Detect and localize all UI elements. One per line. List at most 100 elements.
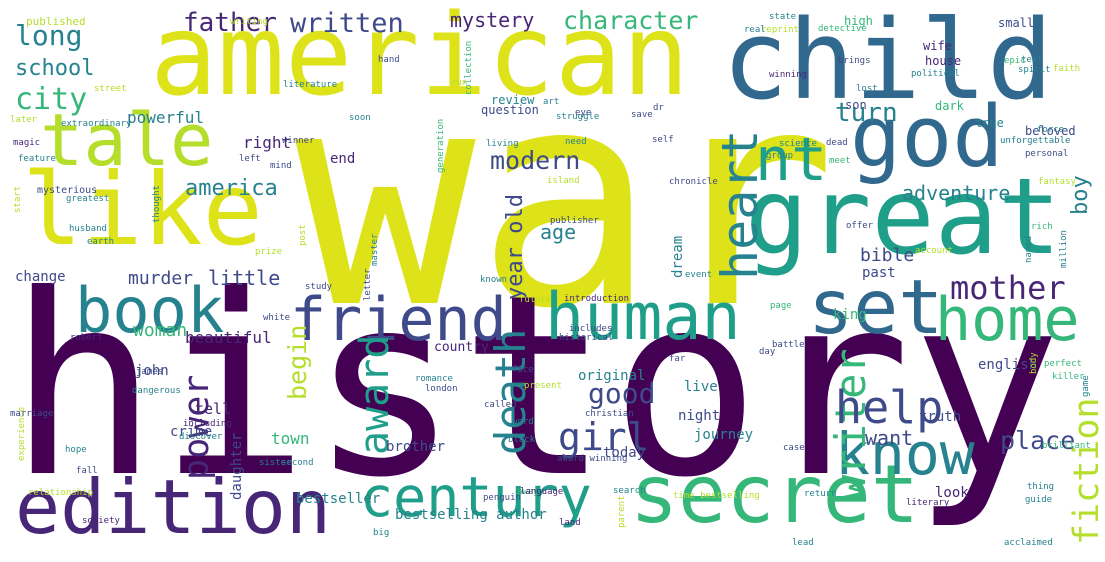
word-chronicle: chronicle — [669, 177, 718, 187]
word-account: account — [915, 246, 953, 256]
word-book: book — [75, 274, 225, 347]
word-fiction: fiction — [1067, 397, 1105, 545]
word-bible: bible — [860, 245, 915, 266]
word-post: post — [298, 224, 308, 246]
word-mind: mind — [270, 161, 292, 171]
word-end: end — [330, 151, 356, 167]
word-king: king — [833, 307, 867, 323]
word-london: london — [425, 384, 458, 394]
word-letter: letter — [363, 268, 373, 301]
word-published: published — [26, 15, 86, 28]
word-want: want — [865, 426, 914, 450]
word-greatest: greatest — [66, 194, 110, 204]
word-hand: hand — [378, 55, 400, 65]
word-english: english — [978, 357, 1038, 373]
word-science: science — [779, 139, 817, 149]
word-tell: tell — [195, 400, 232, 418]
word-faith: faith — [1053, 64, 1081, 74]
word-winner: winner — [282, 136, 315, 146]
word-million: million — [1059, 230, 1069, 268]
word-home: home — [935, 285, 1080, 355]
word-girl: girl — [558, 415, 650, 459]
word-change: change — [15, 269, 66, 285]
word-literary: literary — [906, 498, 950, 508]
word-character: character — [563, 6, 699, 35]
word-bestseller: bestseller — [296, 491, 381, 507]
word-mother: mother — [950, 269, 1066, 307]
word-year-old: year old — [503, 194, 528, 300]
word-history: history — [8, 241, 1062, 532]
word-left: left — [239, 154, 261, 164]
word-return: return — [804, 489, 837, 499]
word-extraordinary: extraordinary — [61, 119, 132, 129]
word-study: study — [305, 282, 333, 292]
word-living: living — [486, 139, 519, 149]
word-god: god — [850, 88, 1004, 187]
word-brilliant: brilliant — [1042, 441, 1091, 451]
word-page: page — [770, 301, 792, 311]
word-human: human — [545, 280, 741, 355]
word-mysterious: mysterious — [37, 185, 98, 196]
word-right: right — [243, 133, 292, 152]
word-historical: historical — [559, 333, 614, 343]
word-meet: meet — [829, 156, 851, 166]
word-house: house — [925, 54, 962, 68]
word-woman: woman — [133, 320, 188, 341]
word-past: past — [862, 265, 896, 281]
word-run: run — [451, 78, 468, 88]
word-black: black — [508, 435, 536, 445]
word-face: face — [512, 365, 534, 375]
word-spirit: spirit — [1018, 65, 1051, 75]
word-named: named — [1024, 235, 1034, 263]
word-reprint: reprint — [761, 25, 799, 35]
word-street: street — [94, 84, 127, 94]
word-dr: dr — [653, 103, 664, 113]
word-small: small — [998, 16, 1035, 30]
word-friend: friend — [290, 285, 507, 355]
word-acclaimed: acclaimed — [1004, 538, 1053, 548]
word-journey: journey — [694, 427, 754, 443]
word-powerful: powerful — [127, 108, 205, 127]
word-modern: modern — [490, 146, 581, 175]
word-dark: dark — [935, 99, 964, 113]
word-future: future — [519, 295, 552, 305]
word-thought: thought — [152, 185, 162, 223]
word-tale: tale — [40, 98, 214, 182]
word-school: school — [15, 56, 95, 81]
word-need: need — [565, 137, 587, 147]
word-game: game — [1081, 375, 1091, 397]
word-soon: soon — [349, 113, 371, 123]
word-word: word — [512, 417, 534, 427]
word-place: place — [1000, 426, 1076, 455]
word-good: good — [588, 377, 656, 410]
word-child: child — [722, 0, 1054, 124]
word-real: real — [744, 25, 766, 35]
word-live: live — [684, 379, 718, 395]
word-fall: fall — [76, 466, 98, 476]
word-begin: begin — [283, 324, 312, 400]
word-personal: personal — [1025, 149, 1069, 159]
word-detective: detective — [818, 24, 867, 34]
word-political: political — [911, 69, 960, 79]
word-town: town — [271, 429, 310, 448]
word-land: land — [559, 518, 581, 528]
word-feature: feature — [18, 154, 56, 164]
word-offer: offer — [846, 221, 874, 231]
word-island: island — [547, 176, 580, 186]
word-society: society — [82, 516, 120, 526]
word-edition: edition — [15, 463, 332, 551]
word-today: today — [603, 445, 646, 461]
word-marriage: marriage — [10, 409, 54, 419]
word-unforgettable: unforgettable — [1000, 136, 1071, 146]
word-literature: literature — [283, 80, 338, 90]
word-self: self — [652, 135, 674, 145]
word-lead: lead — [792, 538, 814, 548]
word-introduction: introduction — [564, 294, 630, 304]
word-later: later — [10, 115, 38, 125]
word-master: master — [370, 233, 380, 266]
word-big: big — [373, 528, 390, 538]
word-state: state — [769, 12, 797, 22]
word-beloved: beloved — [1025, 124, 1076, 138]
word-battle: battle — [772, 340, 805, 350]
word-search: search — [613, 486, 646, 496]
